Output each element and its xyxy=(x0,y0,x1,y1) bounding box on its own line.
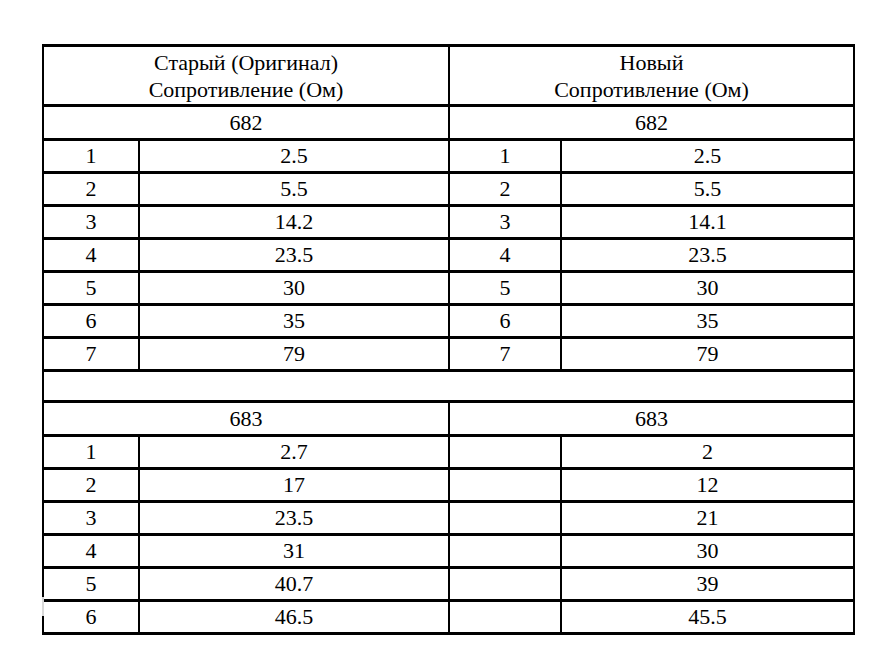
section-682-row: 682 682 xyxy=(43,106,854,140)
new-resistance-value: 5.5 xyxy=(561,173,854,206)
old-resistance-value: 40.7 xyxy=(139,568,449,601)
table-row: 7 79 7 79 xyxy=(43,338,854,371)
table-row: 3 23.5 21 xyxy=(43,502,854,535)
new-header-subtitle: Сопротивление (Ом) xyxy=(450,76,853,103)
section-683-row: 683 683 xyxy=(43,402,854,436)
old-resistance-value: 35 xyxy=(139,305,449,338)
new-resistance-value: 23.5 xyxy=(561,239,854,272)
new-row-number xyxy=(449,469,561,502)
new-row-number: 5 xyxy=(449,272,561,305)
new-resistance-value: 45.5 xyxy=(561,601,854,634)
new-resistance-value: 12 xyxy=(561,469,854,502)
old-row-number: 4 xyxy=(43,239,139,272)
old-section-id: 682 xyxy=(43,106,449,140)
new-row-number xyxy=(449,436,561,469)
old-row-number: 1 xyxy=(43,140,139,173)
new-row-number xyxy=(449,601,561,634)
new-resistance-value: 35 xyxy=(561,305,854,338)
new-resistance-value: 2.5 xyxy=(561,140,854,173)
partial-gridline-artifact xyxy=(42,597,44,616)
table-row: 4 23.5 4 23.5 xyxy=(43,239,854,272)
new-row-number: 4 xyxy=(449,239,561,272)
old-resistance-value: 14.2 xyxy=(139,206,449,239)
old-resistance-value: 17 xyxy=(139,469,449,502)
table-row: 2 5.5 2 5.5 xyxy=(43,173,854,206)
old-header-title: Старый (Оригинал) xyxy=(44,49,448,76)
new-section-id: 683 xyxy=(449,402,854,436)
table-row: 3 14.2 3 14.1 xyxy=(43,206,854,239)
old-row-number: 5 xyxy=(43,272,139,305)
new-section-id: 682 xyxy=(449,106,854,140)
resistance-comparison-table: Старый (Оригинал) Сопротивление (Ом) Нов… xyxy=(42,44,855,635)
old-resistance-value: 2.7 xyxy=(139,436,449,469)
new-resistance-value: 79 xyxy=(561,338,854,371)
old-resistance-value: 79 xyxy=(139,338,449,371)
old-resistance-value: 2.5 xyxy=(139,140,449,173)
new-resistance-value: 30 xyxy=(561,272,854,305)
old-row-number: 3 xyxy=(43,502,139,535)
old-resistance-value: 31 xyxy=(139,535,449,568)
new-resistance-value: 14.1 xyxy=(561,206,854,239)
table-row: 2 17 12 xyxy=(43,469,854,502)
old-row-number: 6 xyxy=(43,305,139,338)
new-resistance-value: 30 xyxy=(561,535,854,568)
table-row: 1 2.5 1 2.5 xyxy=(43,140,854,173)
old-resistance-value: 5.5 xyxy=(139,173,449,206)
old-row-number: 3 xyxy=(43,206,139,239)
table-row: 4 31 30 xyxy=(43,535,854,568)
new-row-number: 6 xyxy=(449,305,561,338)
new-column-header: Новый Сопротивление (Ом) xyxy=(449,46,854,106)
old-resistance-value: 30 xyxy=(139,272,449,305)
new-header-title: Новый xyxy=(450,49,853,76)
table-row: 6 35 6 35 xyxy=(43,305,854,338)
table-row: 5 40.7 39 xyxy=(43,568,854,601)
new-row-number: 2 xyxy=(449,173,561,206)
old-row-number: 5 xyxy=(43,568,139,601)
old-resistance-value: 23.5 xyxy=(139,239,449,272)
old-resistance-value: 46.5 xyxy=(139,601,449,634)
table-header-row: Старый (Оригинал) Сопротивление (Ом) Нов… xyxy=(43,46,854,106)
table-row: 5 30 5 30 xyxy=(43,272,854,305)
old-row-number: 2 xyxy=(43,173,139,206)
new-row-number xyxy=(449,535,561,568)
old-row-number: 2 xyxy=(43,469,139,502)
new-row-number xyxy=(449,568,561,601)
new-resistance-value: 39 xyxy=(561,568,854,601)
new-row-number: 7 xyxy=(449,338,561,371)
old-row-number: 6 xyxy=(43,601,139,634)
new-row-number: 3 xyxy=(449,206,561,239)
old-section-id: 683 xyxy=(43,402,449,436)
old-column-header: Старый (Оригинал) Сопротивление (Ом) xyxy=(43,46,449,106)
old-resistance-value: 23.5 xyxy=(139,502,449,535)
new-row-number xyxy=(449,502,561,535)
spacer-cell xyxy=(43,371,854,402)
old-row-number: 4 xyxy=(43,535,139,568)
old-header-subtitle: Сопротивление (Ом) xyxy=(44,76,448,103)
table-row: 1 2.7 2 xyxy=(43,436,854,469)
new-resistance-value: 21 xyxy=(561,502,854,535)
old-row-number: 7 xyxy=(43,338,139,371)
document-page: Старый (Оригинал) Сопротивление (Ом) Нов… xyxy=(0,0,886,656)
table-row: 6 46.5 45.5 xyxy=(43,601,854,634)
old-row-number: 1 xyxy=(43,436,139,469)
spacer-row xyxy=(43,371,854,402)
new-resistance-value: 2 xyxy=(561,436,854,469)
new-row-number: 1 xyxy=(449,140,561,173)
